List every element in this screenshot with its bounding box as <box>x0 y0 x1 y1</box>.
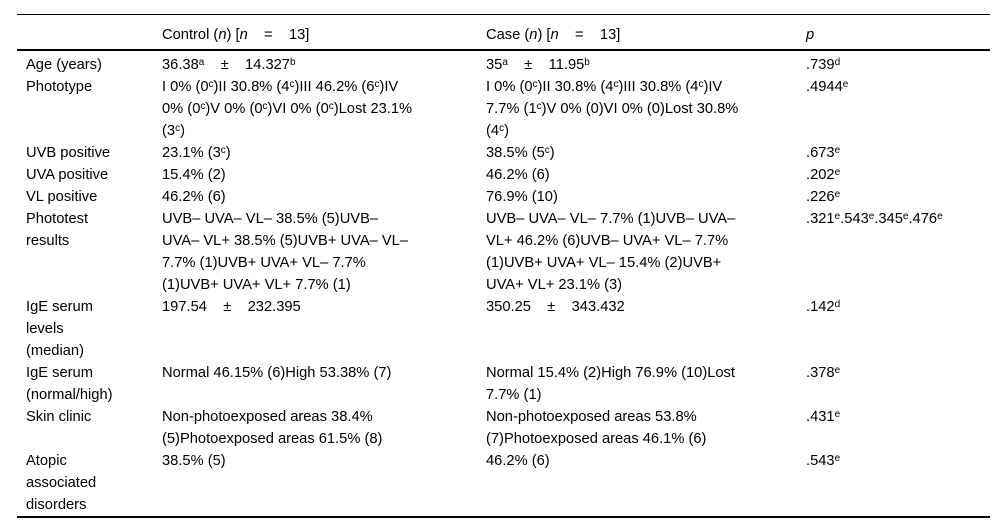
case-value: 46.2% (6) <box>486 167 550 183</box>
row-label: IgE serum (normal/high) <box>26 365 113 403</box>
case-value: 76.9% (10) <box>486 189 558 205</box>
control-value: 15.4% (2) <box>162 167 226 183</box>
p-value: .378e <box>806 364 841 381</box>
row-label: Age (years) <box>26 57 102 73</box>
case-value: I 0% (0c)II 30.8% (4c)III 30.8% (4c)IV 7… <box>486 78 739 139</box>
case-value: 35a ± 11.95b <box>486 56 590 73</box>
header-case: Case (n) [n = 13] <box>486 14 806 51</box>
row-label: Phototype <box>26 79 93 95</box>
table-row: Age (years) 36.38a ± 14.327b 35a ± 11.95b.… <box>17 50 990 76</box>
comparison-table: Control (n) [n = 13] Case (n) [n = 13] p… <box>17 14 990 518</box>
header-p: p <box>806 14 990 51</box>
control-value: I 0% (0c)II 30.8% (4c)III 46.2% (6c)IV 0… <box>162 78 413 139</box>
case-value: 46.2% (6) <box>486 453 550 469</box>
p-value: .431e <box>806 408 841 425</box>
p-value: .142d <box>806 298 841 315</box>
table-row: Skin clinic Non-photoexposed areas 38.4% … <box>17 406 990 450</box>
table-row: UVA positive 15.4% (2) 46.2% (6) .202e <box>17 164 990 186</box>
p-value: .202e <box>806 166 841 183</box>
control-value: 23.1% (3c) <box>162 144 231 161</box>
results-table: Control (n) [n = 13] Case (n) [n = 13] p… <box>17 14 990 518</box>
row-label: UVA positive <box>26 167 109 183</box>
row-label: IgE serum levels (median) <box>26 299 93 359</box>
header-control: Control (n) [n = 13] <box>162 14 486 51</box>
control-value: 38.5% (5) <box>162 453 226 469</box>
control-value: 197.54 ± 232.395 <box>162 299 301 315</box>
table-row: VL positive 46.2% (6) 76.9% (10) .226e <box>17 186 990 208</box>
row-label: VL positive <box>26 189 98 205</box>
table-row: IgE serum (normal/high) Normal 46.15% (6)… <box>17 362 990 406</box>
table-body: Age (years) 36.38a ± 14.327b 35a ± 11.95b.… <box>17 50 990 517</box>
row-label: Atopic associated disorders <box>26 453 97 513</box>
header-row: Control (n) [n = 13] Case (n) [n = 13] p <box>17 14 990 51</box>
p-value: .543e <box>806 452 841 469</box>
row-label: Phototest results <box>26 211 89 249</box>
p-value: .4944e <box>806 78 849 95</box>
p-value: .226e <box>806 188 841 205</box>
control-value: Non-photoexposed areas 38.4% (5)Photoexp… <box>162 409 383 447</box>
case-value: 38.5% (5c) <box>486 144 555 161</box>
control-value: UVB– UVA– VL– 38.5% (5)UVB– UVA– VL+ 38.… <box>162 211 409 293</box>
table-row: Atopic associated disorders 38.5% (5) 46.2… <box>17 450 990 517</box>
table-header: Control (n) [n = 13] Case (n) [n = 13] p <box>17 14 990 51</box>
control-value: 46.2% (6) <box>162 189 226 205</box>
p-value: .321e.543e.345e.476e <box>806 210 943 227</box>
table-row: Phototest results UVB– UVA– VL– 38.5% (5)… <box>17 208 990 296</box>
case-value: UVB– UVA– VL– 7.7% (1)UVB– UVA– VL+ 46.2… <box>486 211 736 293</box>
p-value: .673e <box>806 144 841 161</box>
control-value: 36.38a ± 14.327b <box>162 56 296 73</box>
row-label: UVB positive <box>26 145 111 161</box>
control-value: Normal 46.15% (6)High 53.38% (7) <box>162 365 392 381</box>
p-value: .739d <box>806 56 841 73</box>
header-empty-cell <box>17 14 162 51</box>
table-row: IgE serum levels (median) 197.54 ± 232.39… <box>17 296 990 362</box>
case-value: Non-photoexposed areas 53.8% (7)Photoexp… <box>486 409 707 447</box>
table-row: UVB positive 23.1% (3c) 38.5% (5c) .673e <box>17 142 990 164</box>
case-value: Normal 15.4% (2)High 76.9% (10)Lost 7.7%… <box>486 365 735 403</box>
case-value: 350.25 ± 343.432 <box>486 299 625 315</box>
table-row: Phototype I 0% (0c)II 30.8% (4c)III 46.2%… <box>17 76 990 142</box>
row-label: Skin clinic <box>26 409 92 425</box>
